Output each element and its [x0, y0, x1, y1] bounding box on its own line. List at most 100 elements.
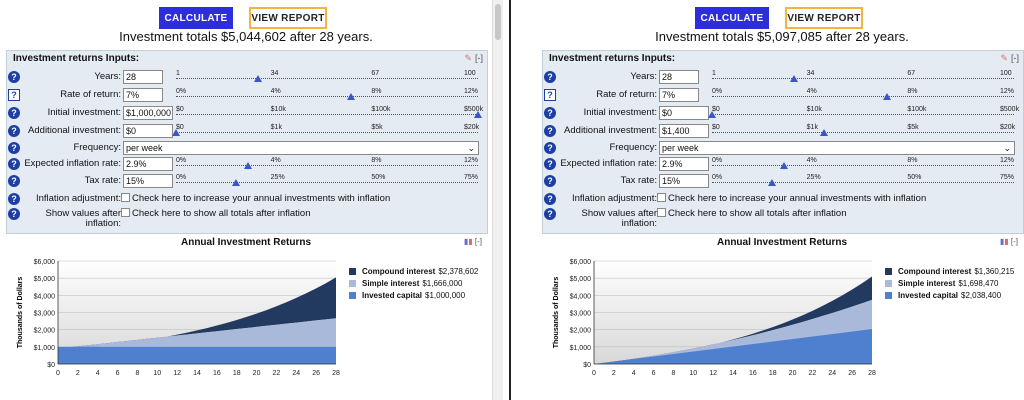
additional-row: ? Additional investment: $1,400 $0 $1k $5k $20…: [544, 124, 1019, 138]
legend-swatch: [349, 267, 356, 275]
years-input[interactable]: 28: [659, 70, 699, 84]
slider-thumb[interactable]: [474, 111, 482, 118]
collapse-icon[interactable]: [-]: [475, 53, 483, 63]
additional-input[interactable]: $0: [123, 124, 173, 138]
help-icon[interactable]: ?: [544, 193, 556, 205]
years-slider[interactable]: 1 34 67 100: [712, 70, 1014, 84]
slider-thumb[interactable]: [819, 129, 828, 136]
slider-thumb[interactable]: [172, 129, 180, 136]
slider-tick: 67: [371, 70, 380, 77]
tax-rate-input[interactable]: 15%: [659, 174, 709, 188]
slider-thumb[interactable]: [780, 162, 789, 169]
slider-thumb[interactable]: [768, 179, 777, 186]
slider-thumb[interactable]: [347, 93, 356, 100]
help-icon[interactable]: ?: [8, 193, 20, 205]
scrollbar-thumb[interactable]: [495, 4, 501, 40]
inflation-adjustment-label: Inflation adjustment:: [571, 193, 657, 204]
slider-track: [712, 78, 1014, 79]
show-after-inflation-checkbox[interactable]: [121, 208, 130, 217]
help-icon[interactable]: ?: [8, 158, 20, 170]
inflation-rate-input[interactable]: 2.9%: [123, 157, 173, 171]
slider-thumb[interactable]: [789, 75, 798, 82]
slider-thumb[interactable]: [708, 111, 716, 118]
help-icon[interactable]: ?: [544, 107, 556, 119]
chart-color-icon[interactable]: ▮: [468, 237, 473, 246]
help-icon[interactable]: ?: [544, 142, 556, 154]
tax-rate-slider[interactable]: 0% 25% 50% 75%: [712, 174, 1014, 188]
initial-input[interactable]: $0: [659, 106, 709, 120]
slider-tick: 34: [806, 70, 815, 77]
inflation-rate-slider[interactable]: 0% 4% 8% 12%: [176, 157, 478, 171]
slider-tick: $20k: [464, 124, 480, 131]
slider-tick: 0%: [712, 157, 723, 164]
view-report-button[interactable]: VIEW REPORT: [249, 7, 327, 29]
frequency-select[interactable]: per week ⌄: [659, 141, 1015, 155]
help-icon[interactable]: ?: [8, 107, 20, 119]
additional-slider[interactable]: $0 $1k $5k $20k: [172, 124, 480, 138]
tax-rate-slider[interactable]: 0% 25% 50% 75%: [176, 174, 478, 188]
calculate-button[interactable]: CALCULATE: [695, 7, 769, 29]
inflation-rate-slider[interactable]: 0% 4% 8% 12%: [712, 157, 1014, 171]
rate-slider[interactable]: 0% 4% 8% 12%: [176, 88, 478, 102]
help-icon[interactable]: ?: [544, 175, 556, 187]
help-icon[interactable]: ?: [8, 142, 20, 154]
inflation-adjustment-checkbox[interactable]: [121, 193, 130, 202]
initial-slider[interactable]: $0 $10k $100k $500k: [708, 106, 1019, 120]
scrollbar[interactable]: [492, 0, 503, 400]
tax-rate-input[interactable]: 15%: [123, 174, 173, 188]
slider-thumb[interactable]: [232, 179, 241, 186]
slider-thumb[interactable]: [244, 162, 253, 169]
help-icon[interactable]: ?: [544, 208, 556, 220]
inflation-adjustment-checkbox[interactable]: [657, 193, 666, 202]
collapse-icon[interactable]: [-]: [1011, 53, 1019, 63]
help-icon[interactable]: ?: [544, 158, 556, 170]
rate-input[interactable]: 7%: [659, 88, 699, 102]
rate-label: Rate of return:: [60, 89, 121, 100]
legend-value: $1,000,000: [425, 290, 466, 300]
help-icon[interactable]: ?: [8, 208, 20, 220]
additional-slider[interactable]: $0 $1k $5k $20k: [712, 124, 1015, 138]
view-report-button[interactable]: VIEW REPORT: [785, 7, 863, 29]
pencil-icon[interactable]: ✎: [1000, 53, 1008, 63]
help-icon[interactable]: ?: [8, 89, 20, 101]
legend-item: Simple interest $1,666,000: [349, 277, 478, 289]
calculate-button[interactable]: CALCULATE: [159, 7, 233, 29]
years-input[interactable]: 28: [123, 70, 163, 84]
help-icon[interactable]: ?: [8, 71, 20, 83]
y-tick-label: $1,000: [34, 345, 56, 352]
chart-type-icon[interactable]: ▮: [999, 237, 1005, 246]
slider-tick: 75%: [464, 174, 479, 181]
help-icon[interactable]: ?: [8, 175, 20, 187]
help-icon[interactable]: ?: [544, 71, 556, 83]
x-tick-label: 16: [749, 370, 757, 377]
chart-collapse-icon[interactable]: [-]: [474, 237, 482, 246]
additional-input[interactable]: $1,400: [659, 124, 709, 138]
help-icon[interactable]: ?: [8, 125, 20, 137]
years-slider[interactable]: 1 34 67 100: [176, 70, 478, 84]
slider-thumb[interactable]: [253, 75, 262, 82]
chart-color-icon[interactable]: ▮: [1004, 237, 1009, 246]
chart-tools: ▮▮ [-]: [464, 237, 482, 246]
rate-input[interactable]: 7%: [123, 88, 163, 102]
initial-input[interactable]: $1,000,000: [123, 106, 173, 120]
help-icon[interactable]: ?: [544, 125, 556, 137]
slider-tick: $0: [176, 124, 184, 131]
pencil-icon[interactable]: ✎: [464, 53, 472, 63]
tax-rate-row: ? Tax rate: 15% 0% 25% 50% 75%: [544, 174, 1019, 188]
x-tick-label: 4: [632, 370, 636, 377]
initial-slider[interactable]: $0 $10k $100k $500k: [176, 106, 483, 120]
inflation-adjustment-row: ? Inflation adjustment: Check here to incr…: [8, 192, 483, 216]
frequency-select[interactable]: per week ⌄: [123, 141, 479, 155]
inflation-rate-row: ? Expected inflation rate: 2.9% 0% 4% 8% 12%: [544, 157, 1019, 171]
chart-collapse-icon[interactable]: [-]: [1010, 237, 1018, 246]
header-tools: ✎ [-]: [1000, 53, 1019, 64]
help-icon[interactable]: ?: [544, 89, 556, 101]
inflation-rate-input[interactable]: 2.9%: [659, 157, 709, 171]
rate-slider[interactable]: 0% 4% 8% 12%: [712, 88, 1014, 102]
x-tick-label: 10: [153, 370, 161, 377]
chevron-down-icon: ⌄: [1003, 143, 1011, 153]
slider-tick: 0%: [712, 88, 723, 95]
slider-thumb[interactable]: [883, 93, 892, 100]
show-after-inflation-checkbox[interactable]: [657, 208, 666, 217]
chart-type-icon[interactable]: ▮: [463, 237, 469, 246]
